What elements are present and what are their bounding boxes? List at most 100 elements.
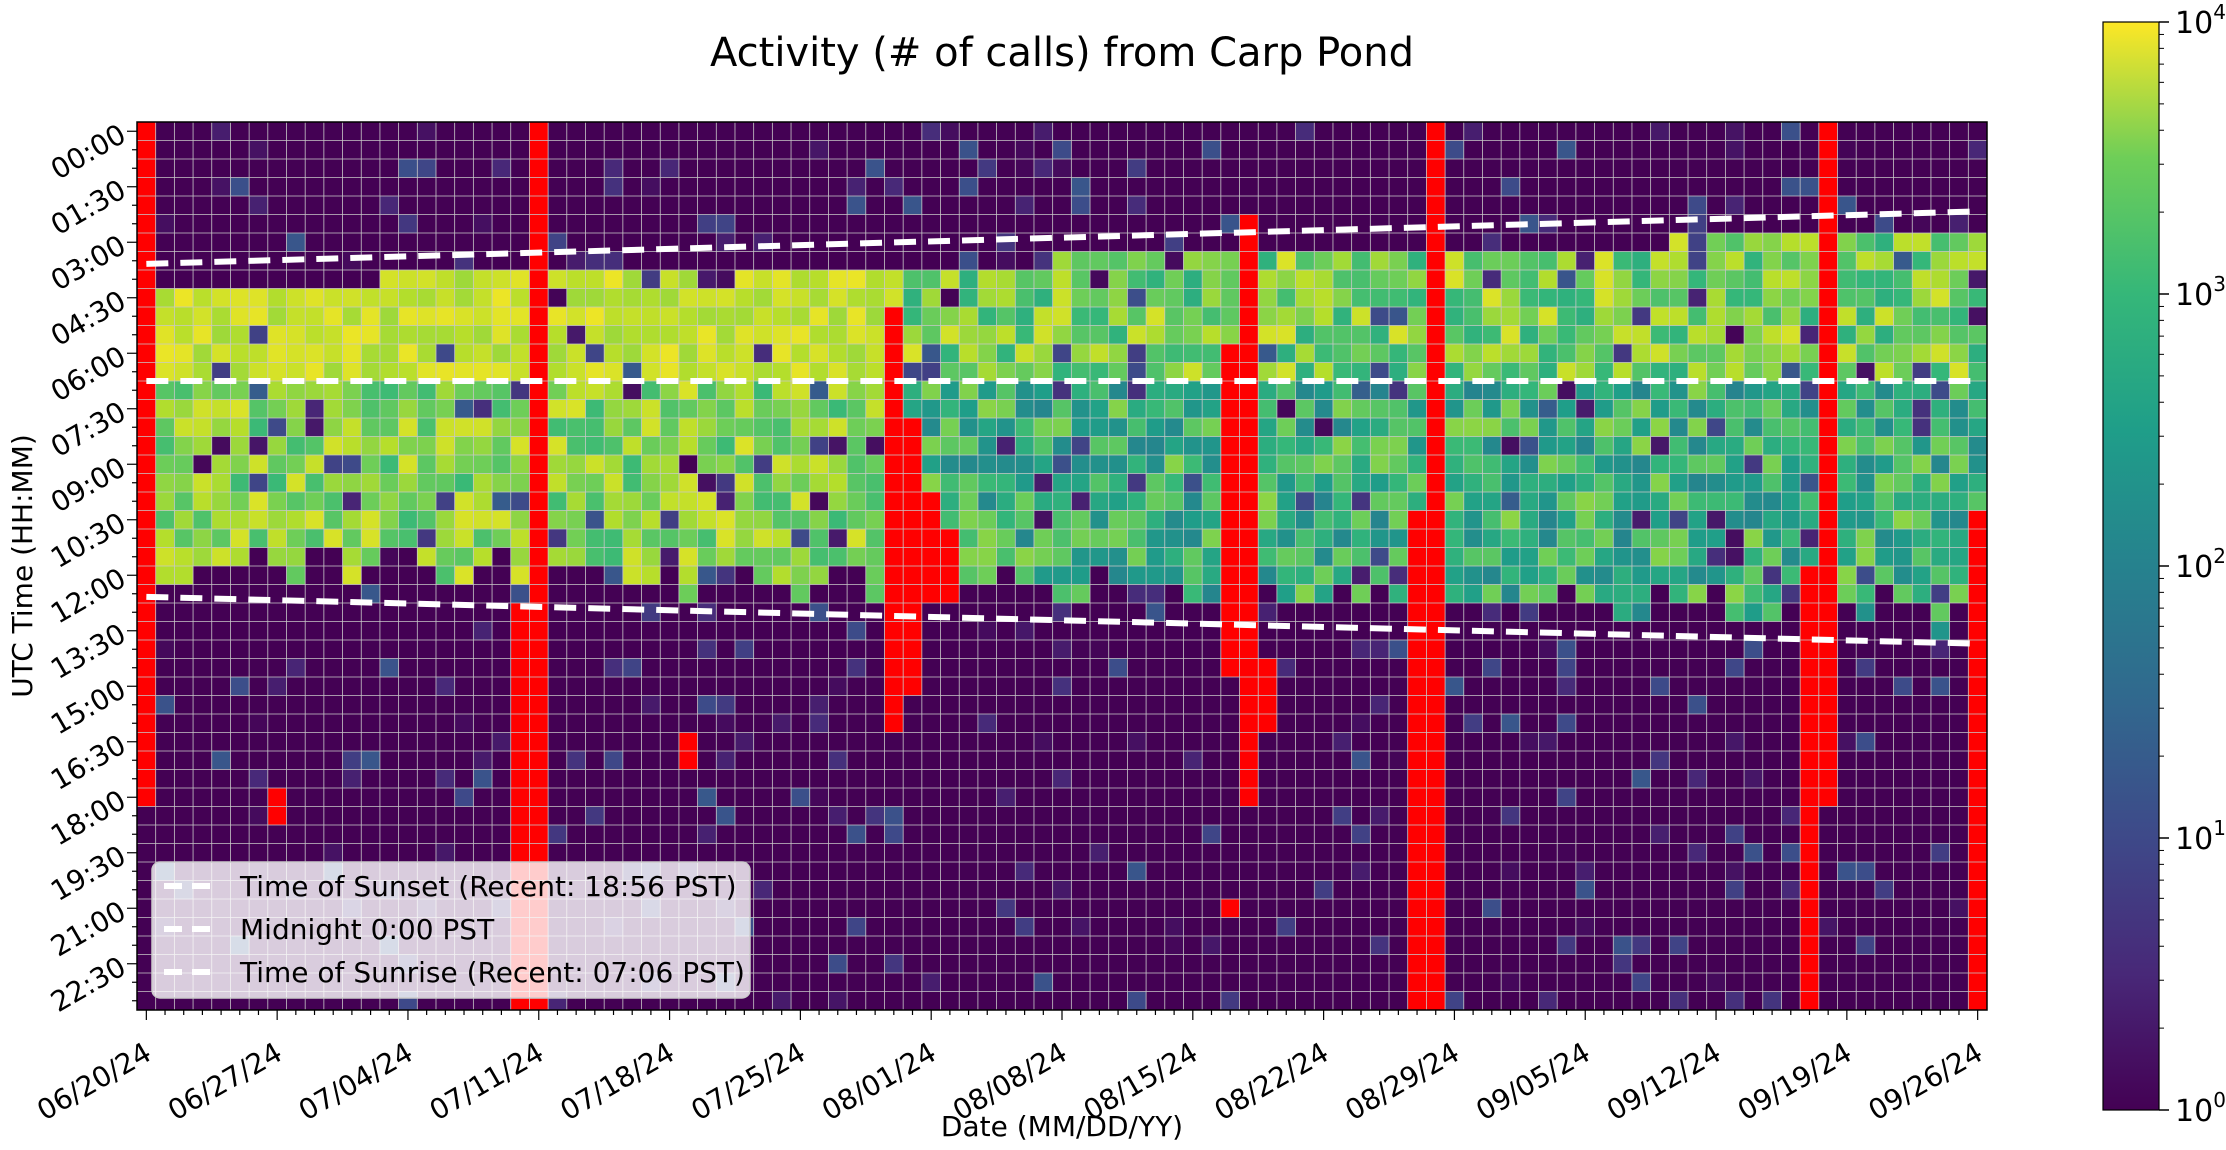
heatmap-cell [1575, 917, 1595, 937]
heatmap-cell [1669, 455, 1689, 474]
heatmap-cell [1706, 862, 1726, 881]
heatmap-cell [1818, 806, 1838, 826]
heatmap-cell [435, 769, 455, 789]
heatmap-cell [585, 769, 605, 789]
heatmap-cell [1930, 529, 1950, 548]
heatmap-cell [1071, 362, 1091, 382]
unrecorded-cell [1426, 362, 1446, 382]
heatmap-cell [772, 159, 792, 178]
heatmap-cell [1202, 584, 1222, 604]
heatmap-cell [753, 954, 773, 974]
heatmap-cell [1220, 751, 1240, 770]
heatmap-cell [622, 658, 642, 678]
heatmap-cell [865, 973, 885, 992]
heatmap-cell [342, 362, 362, 382]
heatmap-cell [697, 344, 717, 363]
heatmap-cell [342, 806, 362, 826]
heatmap-cell [753, 825, 773, 844]
heatmap-cell [1856, 455, 1876, 474]
heatmap-cell [286, 473, 306, 493]
heatmap-cell [566, 177, 586, 197]
heatmap-cell [492, 288, 512, 308]
heatmap-cell [959, 806, 979, 826]
heatmap-cell [1594, 899, 1614, 918]
heatmap-cell [996, 177, 1016, 197]
heatmap-cell [454, 362, 474, 382]
heatmap-cell [1033, 917, 1053, 937]
heatmap-cell [809, 140, 829, 160]
heatmap-cell [492, 418, 512, 437]
heatmap-cell [809, 806, 829, 826]
heatmap-cell [454, 399, 474, 419]
heatmap-cell [809, 325, 829, 345]
heatmap-cell [1071, 566, 1091, 585]
heatmap-cell [809, 621, 829, 641]
heatmap-cell [1706, 917, 1726, 937]
heatmap-cell [1071, 381, 1091, 400]
heatmap-cell [753, 584, 773, 604]
heatmap-cell [1594, 714, 1614, 733]
heatmap-cell [286, 455, 306, 474]
heatmap-cell [286, 399, 306, 419]
heatmap-cell [1575, 603, 1595, 622]
heatmap-cell [379, 381, 399, 400]
unrecorded-cell [1239, 566, 1259, 585]
heatmap-cell [230, 455, 250, 474]
heatmap-cell [678, 418, 698, 437]
heatmap-cell [1501, 751, 1521, 770]
heatmap-cell [1146, 714, 1166, 733]
heatmap-cell [1893, 399, 1913, 419]
heatmap-cell [417, 547, 437, 567]
heatmap-cell [323, 732, 343, 752]
unrecorded-cell [903, 584, 923, 604]
heatmap-cell [193, 510, 213, 530]
heatmap-cell [1015, 177, 1035, 197]
heatmap-cell [249, 270, 269, 289]
heatmap-cell [342, 566, 362, 585]
heatmap-cell [1276, 251, 1296, 271]
heatmap-cell [211, 825, 231, 844]
heatmap-cell [1781, 177, 1801, 197]
heatmap-cell [1127, 584, 1147, 604]
heatmap-cell [1295, 695, 1315, 715]
heatmap-cell [1669, 251, 1689, 271]
heatmap-cell [622, 307, 642, 326]
heatmap-cell [286, 122, 306, 141]
heatmap-cell [305, 510, 325, 530]
heatmap-cell [267, 732, 287, 752]
heatmap-cell [1519, 677, 1539, 696]
heatmap-cell [1594, 288, 1614, 308]
heatmap-cell [959, 140, 979, 160]
heatmap-cell [267, 436, 287, 456]
heatmap-cell [1669, 418, 1689, 437]
heatmap-cell [548, 621, 568, 641]
heatmap-cell [697, 751, 717, 770]
heatmap-cell [566, 769, 586, 789]
heatmap-cell [174, 233, 194, 252]
heatmap-cell [1127, 529, 1147, 548]
heatmap-cell [230, 677, 250, 696]
heatmap-cell [193, 621, 213, 641]
heatmap-cell [286, 214, 306, 234]
heatmap-cell [473, 122, 493, 141]
heatmap-cell [1575, 529, 1595, 548]
heatmap-cell [492, 270, 512, 289]
heatmap-cell [1295, 899, 1315, 918]
unrecorded-cell [137, 159, 156, 178]
heatmap-cell [1594, 510, 1614, 530]
heatmap-cell [585, 251, 605, 271]
heatmap-cell [716, 732, 736, 752]
heatmap-cell [1725, 529, 1745, 548]
heatmap-cell [1445, 991, 1465, 1011]
unrecorded-cell [1818, 751, 1838, 770]
heatmap-cell [1949, 307, 1969, 326]
heatmap-cell [454, 140, 474, 160]
heatmap-cell [734, 825, 754, 844]
heatmap-cell [1837, 529, 1857, 548]
heatmap-cell [1949, 473, 1969, 493]
heatmap-cell [155, 529, 175, 548]
heatmap-cell [1856, 695, 1876, 715]
heatmap-cell [959, 677, 979, 696]
heatmap-cell [1519, 769, 1539, 789]
heatmap-cell [1837, 418, 1857, 437]
